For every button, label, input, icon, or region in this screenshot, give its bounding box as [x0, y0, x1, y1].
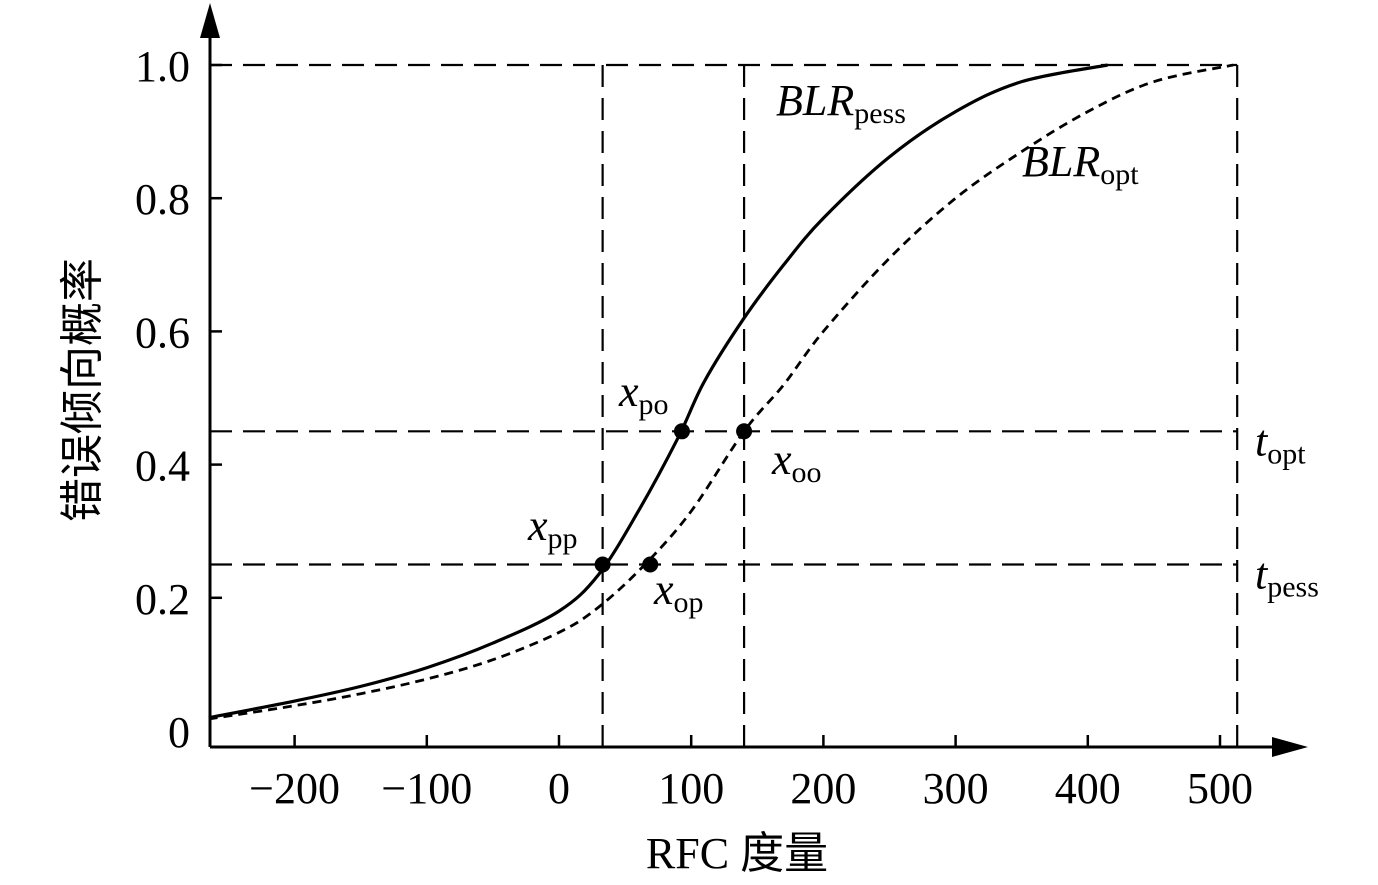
- axes: [200, 3, 1308, 757]
- threshold-label: topt: [1255, 416, 1306, 470]
- series-label-main: BLR: [1022, 137, 1100, 186]
- point-label-main: x: [618, 367, 639, 416]
- threshold-label-sub: opt: [1267, 437, 1306, 470]
- series-label-main: BLR: [776, 76, 854, 125]
- threshold-label-main: t: [1255, 416, 1269, 465]
- series-label-pess: BLRpess: [776, 76, 906, 130]
- point-label-po: xpo: [618, 367, 669, 421]
- y-tick-label: 0.8: [135, 175, 190, 224]
- x-tick-label: −200: [249, 764, 340, 813]
- reference-lines: [210, 63, 1239, 747]
- point-label-sub: oo: [792, 456, 822, 489]
- point-label-sub: op: [674, 586, 704, 619]
- x-tick-label: 200: [790, 764, 856, 813]
- y-tick-label: 0.6: [135, 308, 190, 357]
- point-label-pp: xpp: [527, 501, 578, 555]
- series-label-opt: BLRopt: [1022, 137, 1139, 191]
- point-marker-oo: [736, 423, 753, 440]
- x-tick-label: 100: [658, 764, 724, 813]
- x-axis-title: RFC 度量: [646, 829, 828, 878]
- series-line-opt: [208, 63, 1234, 721]
- point-label-op: xop: [653, 565, 704, 619]
- point-marker-po: [673, 423, 690, 440]
- point-markers: [594, 423, 753, 573]
- point-label-sub: pp: [548, 522, 578, 555]
- point-label-sub: po: [639, 388, 669, 421]
- point-label-oo: xoo: [771, 435, 822, 489]
- threshold-label-main: t: [1255, 550, 1269, 599]
- x-tick-label: 400: [1055, 764, 1121, 813]
- point-label-main: x: [653, 565, 674, 614]
- threshold-label-sub: pess: [1267, 571, 1319, 604]
- point-label-main: x: [527, 501, 548, 550]
- x-axis-arrow-icon: [1272, 737, 1308, 757]
- y-tick-label: 0.4: [135, 442, 190, 491]
- point-label-main: x: [771, 435, 792, 484]
- x-tick-label: −100: [381, 764, 472, 813]
- y-axis-title: 错误倾向概率: [58, 258, 107, 522]
- series-label-sub: pess: [854, 97, 906, 130]
- x-tick-label: 300: [923, 764, 989, 813]
- y-axis-arrow-icon: [200, 3, 220, 38]
- x-tick-label: 500: [1187, 764, 1253, 813]
- point-marker-pp: [594, 556, 611, 573]
- y-tick-label: 0.2: [135, 575, 190, 624]
- series-label-sub: opt: [1100, 158, 1139, 191]
- threshold-label: tpess: [1255, 550, 1319, 604]
- x-tick-label: 0: [548, 764, 570, 813]
- y-tick-label: 1.0: [135, 42, 190, 91]
- y-ticks: 0 0.2 0.4 0.6 0.8 1.0: [135, 42, 222, 757]
- y-tick-label: 0: [168, 708, 190, 757]
- x-ticks: −200 −100 0 100 200 300 400 500: [249, 735, 1253, 813]
- point-marker-op: [642, 556, 659, 573]
